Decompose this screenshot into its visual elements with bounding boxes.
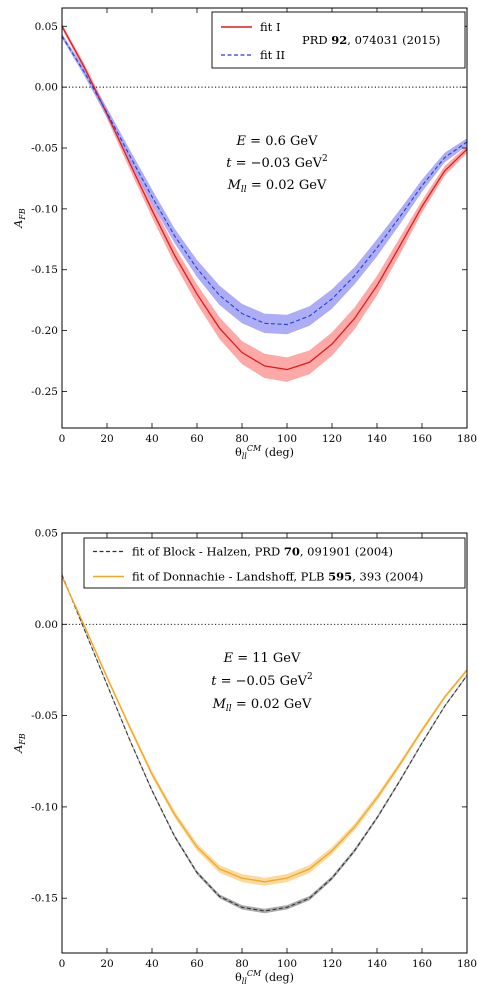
series-line-fit-of-block-halzen-prd-70-091901-2004 (61, 574, 468, 912)
x-tick-label: 160 (412, 958, 432, 970)
y-tick-label: -0.20 (31, 325, 58, 337)
legend-label-fit-ii: fit II (260, 48, 285, 62)
series-line-fit-of-donnachie-landshoff-plb-595-393-2004 (61, 576, 468, 883)
chart-panel-1: 0 20 40 60 80 100 120 140 160 180 0.05 0.00 -0.05 -0.… (12, 7, 477, 461)
annotation-mass: Mll = 0.02 GeV (227, 178, 327, 195)
annotation: E = 0.6 GeV t = −0.03 GeV2 Mll = 0.02 Ge… (226, 134, 328, 195)
x-tick-label: 180 (457, 958, 477, 970)
y-tick-label: -0.10 (31, 801, 58, 813)
legend-label-block-halzen: fit of Block - Halzen, PRD 70, 091901 (2… (132, 545, 393, 559)
x-tick-label: 60 (190, 433, 203, 445)
x-tick-label: 180 (457, 433, 477, 445)
x-axis-label: θllCM (deg) (235, 969, 294, 986)
x-tick-label: 140 (367, 433, 387, 445)
x-tick-label: 20 (100, 958, 113, 970)
plot-frame (61, 7, 468, 429)
legend: fit I fit II PRD 92, 074031 (2015) (211, 11, 466, 69)
legend: fit of Block - Halzen, PRD 70, 091901 (2… (83, 537, 466, 589)
annotation-mass: Mll = 0.02 GeV (212, 697, 312, 714)
x-tick-label: 40 (145, 433, 158, 445)
band-fit-of-block-halzen-prd-70-091901-2004 (62, 574, 467, 914)
annotation-energy: E = 11 GeV (223, 651, 301, 666)
x-tick-label: 100 (277, 433, 297, 445)
x-tick-label: 140 (367, 958, 387, 970)
band-fit-ii (62, 33, 467, 335)
y-tick-label: 0.00 (35, 619, 58, 631)
y-tick-label: -0.15 (31, 264, 58, 276)
legend-label-fit-i: fit I (260, 20, 281, 34)
annotation-t: t = −0.05 GeV2 (211, 672, 313, 689)
y-tick-label: 0.00 (35, 82, 58, 94)
annotation-t: t = −0.03 GeV2 (226, 154, 328, 171)
legend-reference: PRD 92, 074031 (2015) (302, 33, 440, 47)
y-tick-label: -0.15 (31, 893, 58, 905)
y-tick-label: -0.10 (31, 203, 58, 215)
y-tick-label: -0.05 (31, 710, 58, 722)
band-fit-i (62, 23, 467, 382)
x-axis-label: θllCM (deg) (235, 444, 294, 461)
x-tick-label: 80 (235, 958, 248, 970)
x-tick-label: 100 (277, 958, 297, 970)
y-tick-label: -0.25 (31, 386, 58, 398)
y-tick-label: -0.05 (31, 143, 58, 155)
x-tick-label: 120 (322, 958, 342, 970)
x-tick-label: 160 (412, 433, 432, 445)
y-axis-label: AFB (12, 208, 27, 229)
annotation-energy: E = 0.6 GeV (236, 134, 319, 149)
x-tick-label: 60 (190, 958, 203, 970)
x-tick-label: 0 (59, 433, 66, 445)
annotation: E = 11 GeV t = −0.05 GeV2 Mll = 0.02 GeV (211, 651, 313, 714)
y-tick-label: 0.05 (35, 21, 58, 33)
x-tick-label: 120 (322, 433, 342, 445)
x-tick-label: 20 (100, 433, 113, 445)
x-tick-label: 80 (235, 433, 248, 445)
legend-box (83, 537, 466, 589)
chart-panel-2: 0 20 40 60 80 100 120 140 160 180 0.05 0.00 -0.05 -0.… (12, 528, 477, 987)
x-tick-label: 40 (145, 958, 158, 970)
y-tick-label: 0.05 (35, 528, 58, 540)
plot-frame (61, 532, 468, 954)
legend-box (211, 11, 466, 69)
legend-label-donnachie-landshoff: fit of Donnachie - Landshoff, PLB 595, 3… (132, 570, 423, 584)
y-axis-label: AFB (12, 733, 27, 754)
x-tick-label: 0 (59, 958, 66, 970)
band-fit-of-donnachie-landshoff-plb-595-393-2004 (62, 575, 467, 886)
series-line-fit-i (61, 25, 468, 371)
series-line-fit-ii (61, 35, 468, 326)
